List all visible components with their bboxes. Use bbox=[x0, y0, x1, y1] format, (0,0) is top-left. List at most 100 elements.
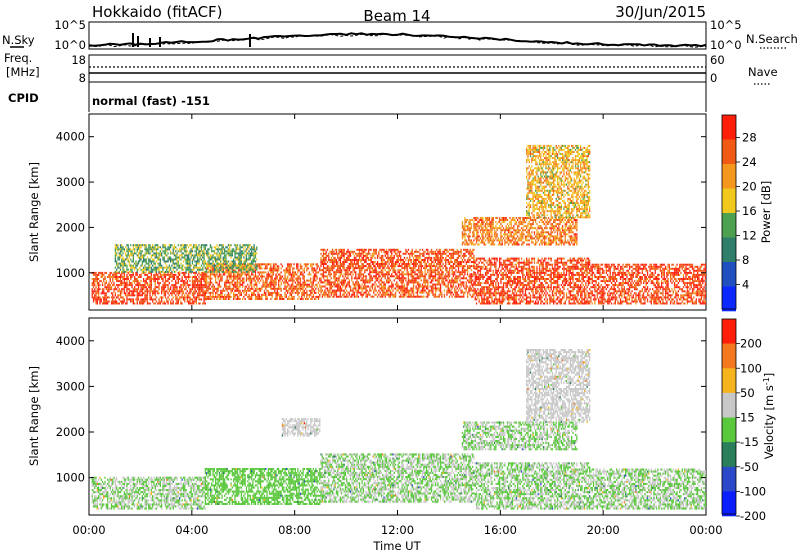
echo-cell bbox=[326, 267, 327, 269]
echo-cell bbox=[443, 253, 444, 255]
echo-cell bbox=[412, 251, 413, 253]
echo-cell bbox=[108, 282, 109, 284]
echo-cell bbox=[520, 303, 521, 305]
echo-cell bbox=[344, 251, 345, 253]
echo-cell bbox=[180, 284, 181, 286]
echo-cell bbox=[526, 262, 527, 264]
echo-cell bbox=[178, 294, 179, 296]
echo-cell bbox=[286, 296, 287, 298]
echo-cell bbox=[475, 280, 476, 282]
echo-cell bbox=[242, 280, 243, 282]
echo-cell bbox=[445, 253, 446, 255]
echo-cell bbox=[183, 284, 184, 286]
echo-cell bbox=[423, 277, 424, 279]
echo-cell bbox=[216, 296, 217, 298]
echo-cell bbox=[340, 261, 341, 263]
echo-cell bbox=[331, 273, 332, 275]
echo-cell bbox=[326, 292, 327, 294]
echo-cell bbox=[333, 271, 334, 273]
echo-cell bbox=[391, 261, 392, 263]
echo-cell bbox=[124, 301, 125, 303]
echo-cell bbox=[329, 251, 330, 253]
echo-cell bbox=[472, 284, 473, 286]
echo-cell bbox=[545, 294, 546, 296]
echo-cell bbox=[155, 303, 156, 305]
echo-cell bbox=[300, 271, 301, 273]
echo-cell bbox=[495, 284, 496, 286]
echo-cell bbox=[407, 251, 408, 253]
echo-cell bbox=[449, 253, 450, 255]
echo-cell bbox=[346, 296, 347, 298]
echo-cell bbox=[381, 249, 382, 251]
echo-cell bbox=[134, 282, 135, 284]
echo-cell bbox=[551, 286, 552, 288]
echo-cell bbox=[466, 251, 467, 253]
echo-cell bbox=[504, 292, 505, 294]
echo-cell bbox=[413, 290, 414, 292]
echo-cell bbox=[410, 290, 411, 292]
echo-cell bbox=[404, 290, 405, 292]
echo-cell bbox=[203, 292, 204, 294]
echo-cell bbox=[413, 279, 414, 281]
echo-cell bbox=[423, 281, 424, 283]
echo-cell bbox=[494, 301, 495, 303]
echo-cell bbox=[331, 251, 332, 253]
echo-cell bbox=[527, 296, 528, 298]
echo-cell bbox=[385, 253, 386, 255]
echo-cell bbox=[533, 272, 534, 274]
echo-cell bbox=[272, 296, 273, 298]
echo-cell bbox=[273, 288, 274, 290]
echo-cell bbox=[116, 284, 117, 286]
echo-cell bbox=[111, 288, 112, 290]
echo-cell bbox=[450, 294, 451, 296]
echo-cell bbox=[210, 280, 211, 282]
echo-cell bbox=[265, 282, 266, 284]
echo-cell bbox=[372, 284, 373, 286]
echo-cell bbox=[503, 288, 504, 290]
echo-cell bbox=[198, 280, 199, 282]
echo-cell bbox=[225, 288, 226, 290]
echo-cell bbox=[350, 267, 351, 269]
echo-cell bbox=[396, 286, 397, 288]
echo-cell bbox=[493, 294, 494, 296]
echo-cell bbox=[453, 263, 454, 265]
echo-cell bbox=[101, 272, 102, 274]
echo-cell bbox=[517, 276, 518, 278]
echo-cell bbox=[322, 259, 323, 261]
echo-cell bbox=[409, 255, 410, 257]
echo-cell bbox=[457, 277, 458, 279]
echo-cell bbox=[439, 288, 440, 290]
echo-cell bbox=[553, 282, 554, 284]
echo-cell bbox=[490, 303, 491, 305]
echo-cell bbox=[434, 263, 435, 265]
echo-cell bbox=[371, 277, 372, 279]
echo-cell bbox=[454, 292, 455, 294]
echo-cell bbox=[332, 281, 333, 283]
echo-cell bbox=[549, 264, 550, 266]
echo-cell bbox=[176, 290, 177, 292]
echo-cell bbox=[314, 292, 315, 294]
echo-cell bbox=[484, 292, 485, 294]
echo-cell bbox=[534, 278, 535, 280]
echo-cell bbox=[412, 275, 413, 277]
echo-cell bbox=[544, 280, 545, 282]
echo-cell bbox=[398, 259, 399, 261]
echo-cell bbox=[561, 272, 562, 274]
echo-cell bbox=[502, 278, 503, 280]
echo-cell bbox=[371, 290, 372, 292]
echo-cell bbox=[110, 288, 111, 290]
echo-cell bbox=[148, 290, 149, 292]
echo-cell bbox=[539, 270, 540, 272]
echo-cell bbox=[503, 264, 504, 266]
echo-cell bbox=[160, 301, 161, 303]
echo-cell bbox=[486, 270, 487, 272]
echo-cell bbox=[227, 271, 228, 273]
echo-cell bbox=[376, 249, 377, 251]
echo-cell bbox=[572, 280, 573, 282]
echo-cell bbox=[530, 280, 531, 282]
echo-cell bbox=[500, 286, 501, 288]
echo-cell bbox=[139, 282, 140, 284]
echo-cell bbox=[320, 277, 321, 279]
echo-cell bbox=[164, 282, 165, 284]
echo-cell bbox=[94, 282, 95, 284]
